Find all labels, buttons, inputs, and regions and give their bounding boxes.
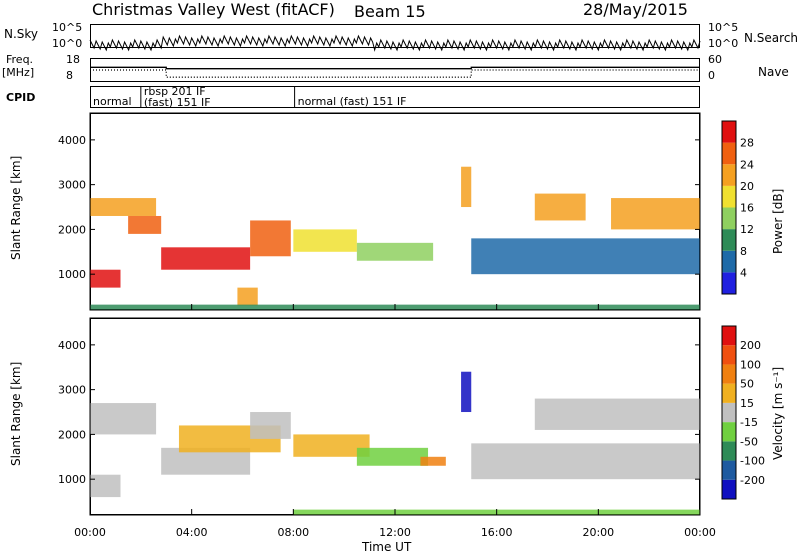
- power-echo-band: [237, 287, 258, 306]
- x-axis-label: Time UT: [362, 540, 412, 554]
- power-colorbar-tick: 4: [740, 266, 747, 279]
- power-echo-band: [461, 166, 472, 208]
- nsearch-tick-low: 10^0: [708, 37, 739, 50]
- power-echo-band: [356, 242, 434, 261]
- velocity-colorbar-segment: [722, 441, 736, 461]
- velocity-colorbar-segment: [722, 326, 736, 346]
- power-colorbar-segment: [722, 229, 736, 251]
- power-frame: [89, 112, 701, 311]
- power-colorbar-segment: [722, 142, 736, 165]
- power-echo-band: [128, 215, 162, 234]
- velocity-colorbar-segment: [722, 402, 736, 423]
- velocity-echo-band: [420, 456, 446, 466]
- x-tick-label: 16:00: [481, 526, 513, 539]
- cpid-strip: [90, 86, 700, 108]
- velocity-colorbar-segment: [722, 460, 736, 480]
- power-echo-band: [90, 269, 121, 288]
- velocity-colorbar-segment: [722, 479, 736, 499]
- freq-tick-high: 18: [66, 53, 80, 66]
- x-tick-label: 04:00: [176, 526, 208, 539]
- x-tick-label: 08:00: [277, 526, 309, 539]
- date-label: 28/May/2015: [583, 0, 688, 19]
- velocity-echo-band: [90, 403, 157, 435]
- chart-title: Christmas Valley West (fitACF): [92, 0, 335, 19]
- beam-label: Beam 15: [354, 2, 426, 21]
- velocity-echo-band: [471, 443, 700, 480]
- velocity-ytick-label: 1000: [58, 473, 86, 486]
- x-tick-label: 12:00: [379, 526, 411, 539]
- power-colorbar-segment: [722, 185, 736, 208]
- nave-tick-low: 0: [708, 69, 715, 82]
- power-colorbar-tick: 16: [740, 202, 754, 215]
- power-colorbar-tick: 8: [740, 245, 747, 258]
- velocity-colorbar-tick: -50: [740, 435, 758, 448]
- velocity-colorbar-tick: 100: [740, 358, 761, 371]
- power-colorbar-tick: 28: [740, 137, 754, 150]
- freq-tick-low: 8: [66, 69, 73, 82]
- power-ytick-label: 1000: [58, 268, 86, 281]
- power-echo-band: [293, 229, 357, 252]
- freq-label: Freq.: [6, 53, 34, 66]
- velocity-colorbar-segment: [722, 422, 736, 442]
- velocity-colorbar-tick: -200: [740, 474, 765, 487]
- velocity-colorbar-frame: [721, 325, 737, 500]
- cpid-label: CPID: [6, 91, 36, 104]
- frequency-line: [90, 66, 700, 70]
- velocity-colorbar-segment: [722, 364, 736, 384]
- x-tick-label: 00:00: [684, 526, 716, 539]
- power-colorbar-segment: [722, 164, 736, 186]
- nsky-strip: [90, 24, 700, 48]
- nsky-tick-low: 10^0: [52, 37, 83, 50]
- nave-label: Nave: [758, 65, 789, 79]
- power-ytick-label: 4000: [58, 134, 86, 147]
- power-colorbar-frame: [721, 120, 737, 295]
- cpid-segment-rbsp: rbsp 201 IF: [143, 85, 206, 98]
- velocity-ytick-label: 3000: [58, 384, 86, 397]
- power-colorbar-segment: [722, 272, 736, 294]
- power-ytick-label: 3000: [58, 179, 86, 192]
- cpid-segment-normal-fast: normal (fast) 151 IF: [297, 95, 407, 108]
- velocity-echo-band: [534, 398, 700, 430]
- nsearch-tick-high: 10^5: [708, 21, 739, 34]
- power-colorbar-segment: [722, 207, 736, 230]
- velocity-colorbar-segment: [722, 383, 736, 403]
- power-colorbar-segment: [722, 121, 736, 143]
- nave-tick-high: 60: [708, 53, 722, 66]
- velocity-ytick-label: 2000: [58, 428, 86, 441]
- velocity-echo-band: [461, 371, 472, 413]
- power-echo-band: [534, 193, 586, 221]
- power-echo-band: [471, 238, 700, 275]
- freq-unit: [MHz]: [2, 66, 35, 79]
- power-echo-band: [250, 220, 291, 257]
- cpid-segment-normal: normal: [93, 95, 132, 108]
- power-colorbar-tick: 12: [740, 223, 754, 236]
- nsearch-label: N.Search: [744, 31, 799, 45]
- nsky-trace: [89, 34, 701, 52]
- cpid-segment-rbsp-sub: (fast) 151 IF: [143, 96, 211, 109]
- x-tick-label: 00:00: [74, 526, 106, 539]
- nave-line: [90, 69, 700, 78]
- velocity-echo-band: [250, 412, 291, 439]
- velocity-colorbar-tick: -100: [740, 455, 765, 468]
- power-echo-band: [611, 198, 700, 230]
- velocity-colorbar-segment: [722, 345, 736, 365]
- x-tick-label: 20:00: [582, 526, 614, 539]
- velocity-echo-band: [293, 434, 370, 457]
- nsky-label: N.Sky: [4, 27, 39, 41]
- nsky-tick-high: 10^5: [52, 21, 83, 34]
- velocity-colorbar-tick: 15: [740, 397, 754, 410]
- velocity-ytick-label: 4000: [58, 339, 86, 352]
- power-colorbar-segment: [722, 250, 736, 273]
- velocity-echo-band: [90, 474, 121, 498]
- power-echo-band: [90, 198, 157, 216]
- velocity-colorbar-tick: 200: [740, 339, 761, 352]
- velocity-echo-band: [356, 447, 429, 466]
- velocity-colorbar-tick: -15: [740, 416, 758, 429]
- power-echo-band: [161, 247, 251, 270]
- power-colorbar-tick: 24: [740, 158, 754, 171]
- velocity-colorbar-tick: 50: [740, 378, 754, 391]
- power-ytick-label: 2000: [58, 223, 86, 236]
- power-colorbar-tick: 20: [740, 180, 754, 193]
